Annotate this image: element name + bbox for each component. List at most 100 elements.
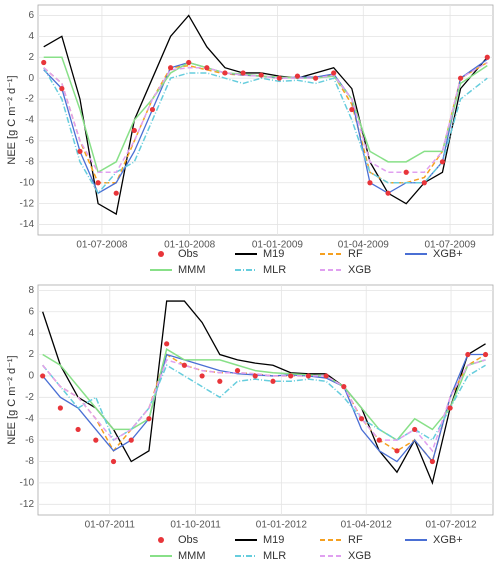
obs-point	[447, 405, 453, 411]
obs-point	[95, 180, 101, 186]
y-tick-label: 2	[28, 52, 34, 63]
obs-point	[186, 59, 192, 66]
legend-label: MLR	[263, 550, 286, 561]
obs-point	[59, 86, 65, 92]
obs-point	[240, 70, 246, 76]
legend-item: XGB+	[405, 534, 463, 546]
obs-point	[412, 426, 418, 433]
obs-point	[217, 378, 223, 384]
obs-point	[323, 373, 329, 379]
obs-point	[234, 367, 241, 374]
y-tick-label: -2	[25, 94, 34, 105]
obs-point	[385, 190, 391, 196]
obs-point	[312, 75, 319, 81]
obs-point	[482, 351, 489, 358]
obs-point	[149, 106, 156, 113]
y-tick-label: -4	[25, 115, 34, 126]
obs-point	[199, 373, 205, 379]
legend-label: Obs	[178, 248, 199, 260]
x-tick-label: 01-10-2011	[170, 520, 221, 531]
series-line	[42, 353, 486, 463]
y-tick-label: 6	[28, 10, 34, 21]
obs-point	[421, 180, 427, 186]
x-tick-label: 01-01-2009	[252, 240, 304, 251]
y-tick-label: -2	[25, 392, 34, 403]
obs-point	[128, 437, 134, 443]
y-tick-label: 4	[28, 31, 34, 42]
legend-item: Obs	[158, 534, 199, 546]
y-tick-label: -6	[25, 435, 34, 446]
y-tick-label: -8	[25, 456, 34, 467]
x-tick-label: 01-07-2012	[425, 520, 477, 531]
y-tick-label: 6	[28, 306, 34, 317]
legend-label: MMM	[178, 550, 206, 561]
legend-label: M19	[263, 248, 284, 260]
obs-point	[341, 384, 347, 390]
legend-item: XGB+	[405, 248, 463, 260]
y-tick-label: -10	[20, 478, 35, 489]
x-tick-label: 01-04-2009	[338, 240, 390, 251]
series-line	[42, 300, 486, 486]
y-tick-label: -4	[25, 413, 34, 424]
legend-item: M19	[235, 248, 284, 260]
y-tick-label: -8	[25, 156, 34, 167]
y-tick-label: -10	[20, 177, 35, 188]
legend-label: XGB	[348, 264, 371, 276]
obs-point	[131, 127, 137, 134]
y-tick-label: 2	[28, 349, 34, 360]
obs-point	[358, 416, 365, 422]
obs-point	[429, 458, 435, 465]
obs-point	[457, 75, 464, 81]
legend-item: RF	[320, 248, 363, 260]
legend-key	[158, 537, 164, 543]
y-axis-label: NEE [g C m⁻² d⁻¹]	[6, 355, 18, 444]
legend-item: XGB	[320, 264, 371, 276]
obs-point	[367, 180, 373, 186]
obs-point	[222, 70, 228, 76]
obs-point	[113, 190, 119, 196]
obs-point	[276, 75, 282, 81]
obs-point	[258, 72, 264, 78]
obs-point	[181, 362, 187, 368]
y-tick-label: 4	[28, 328, 34, 339]
y-tick-label: -12	[20, 499, 35, 510]
series-line	[42, 348, 486, 442]
legend-label: XGB+	[433, 534, 463, 546]
legend-label: MLR	[263, 264, 286, 276]
obs-point	[294, 73, 301, 79]
series-line	[42, 358, 486, 453]
obs-point	[252, 373, 258, 379]
y-tick-label: 0	[28, 73, 34, 84]
x-tick-label: 01-01-2012	[256, 520, 308, 531]
obs-point	[270, 378, 276, 384]
legend-label: XGB	[348, 550, 371, 561]
obs-point	[167, 65, 174, 71]
obs-point	[93, 437, 99, 443]
legend-label: Obs	[178, 534, 199, 546]
plot-area	[37, 284, 494, 516]
y-tick-label: -14	[20, 219, 35, 230]
legend-item: M19	[235, 534, 284, 546]
obs-point	[57, 405, 63, 411]
y-tick-label: -12	[20, 198, 35, 209]
obs-point	[305, 373, 311, 379]
x-tick-label: 01-07-2011	[85, 520, 136, 531]
obs-point	[77, 148, 83, 154]
obs-point	[41, 59, 47, 66]
y-tick-label: 8	[28, 285, 34, 296]
obs-point	[288, 373, 294, 379]
legend-item: MMM	[150, 264, 206, 276]
y-axis-label: NEE [g C m⁻² d⁻¹]	[6, 75, 18, 164]
legend-label: XGB+	[433, 248, 463, 260]
y-tick-label: 0	[28, 371, 34, 382]
legend-item: MMM	[150, 550, 206, 561]
legend-label: M19	[263, 534, 284, 546]
legend-item: RF	[320, 534, 363, 546]
legend-label: MMM	[178, 264, 206, 276]
legend-item: MLR	[235, 264, 286, 276]
x-tick-label: 01-04-2012	[341, 520, 393, 531]
legend-item: XGB	[320, 550, 371, 561]
legend-item: Obs	[158, 248, 199, 260]
obs-point	[376, 437, 382, 443]
obs-point	[146, 416, 152, 422]
